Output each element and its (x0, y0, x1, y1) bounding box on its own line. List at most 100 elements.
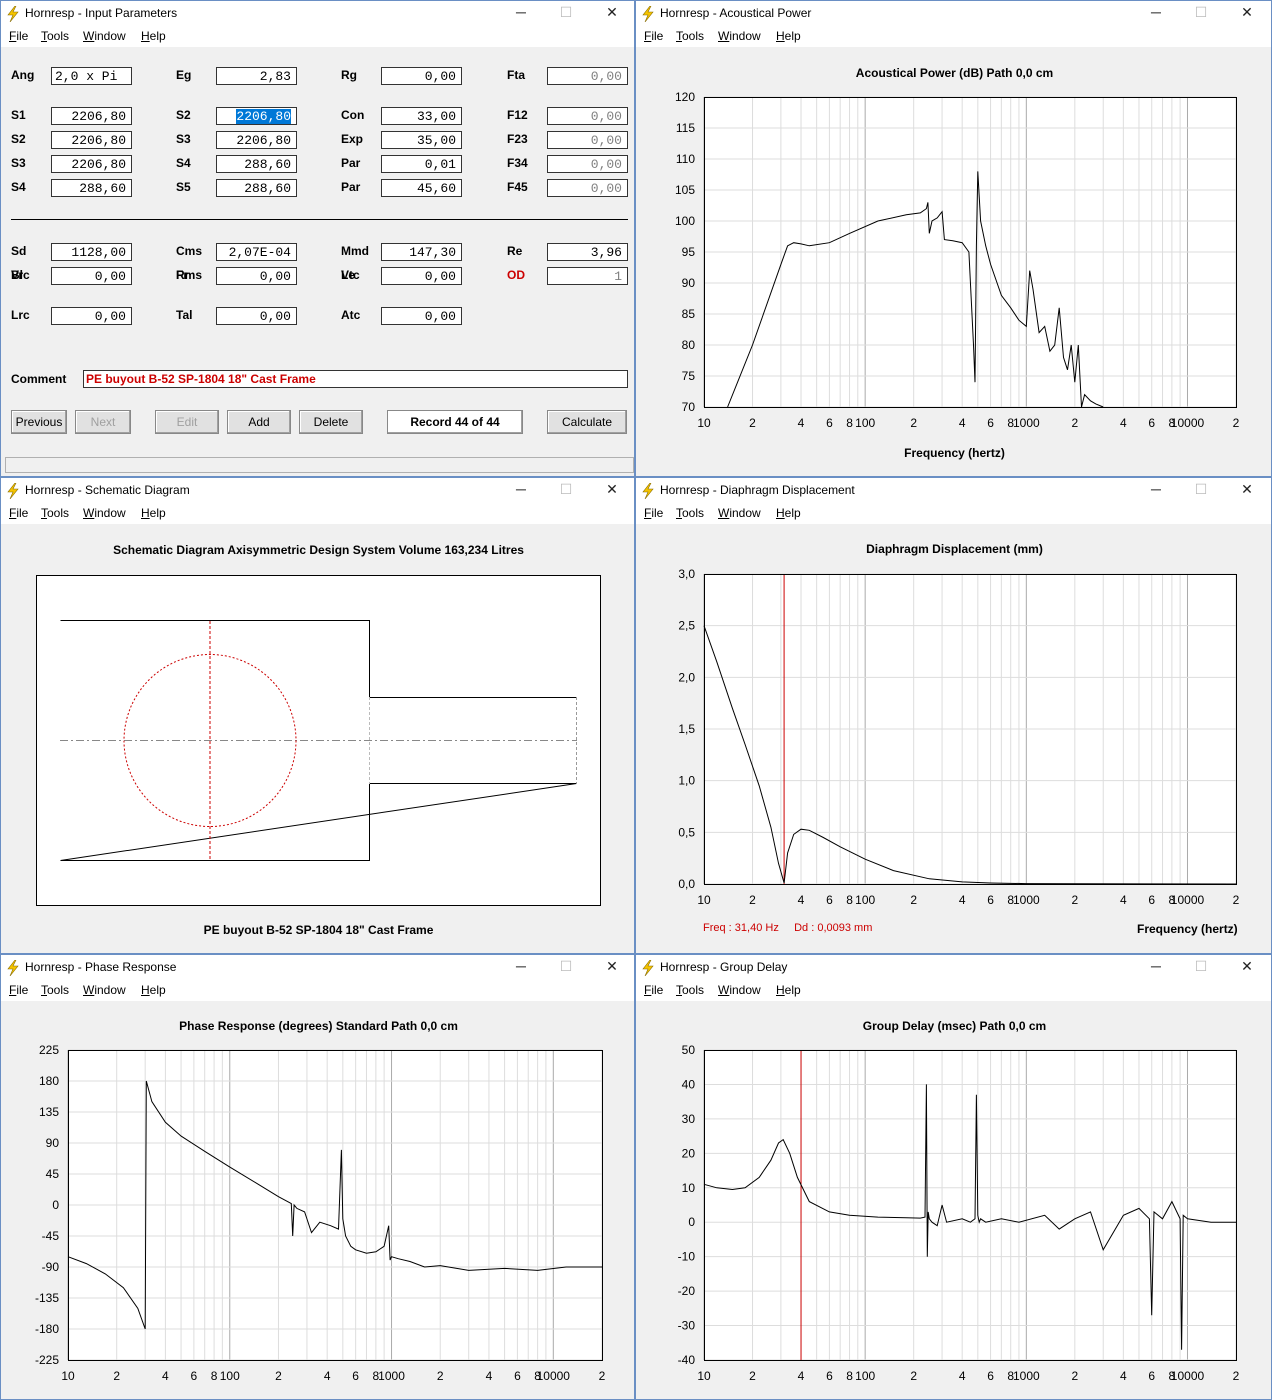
minimize-button[interactable]: ─ (516, 4, 526, 20)
maximize-button[interactable]: ☐ (1194, 4, 1208, 20)
param-field[interactable]: 2206,80 (51, 107, 132, 125)
x-tick-label: 10 (61, 1369, 75, 1383)
param-field[interactable]: 0,00 (216, 307, 297, 325)
param-field[interactable]: 0,00 (381, 67, 462, 85)
param-field[interactable]: 147,30 (381, 243, 462, 261)
menu-file[interactable]: File (644, 506, 664, 520)
param-field[interactable]: 2206,80 (51, 131, 132, 149)
title-bar[interactable]: Hornresp - Input Parameters ─ ☐ ✕ (1, 1, 634, 27)
next-button[interactable]: Next (75, 410, 131, 434)
y-tick-label: -225 (35, 1353, 59, 1367)
window-title: Hornresp - Input Parameters (25, 6, 178, 20)
menu-help[interactable]: Help (141, 506, 166, 520)
menu-tools[interactable]: Tools (41, 983, 70, 997)
menu-window[interactable]: Window (83, 506, 126, 520)
param-field[interactable]: 0,00 (547, 107, 628, 125)
menu-file[interactable]: File (9, 29, 29, 43)
acoustical-power-window[interactable]: Hornresp - Acoustical Power ─ ☐ ✕ File T… (635, 0, 1272, 477)
menu-window[interactable]: Window (718, 983, 761, 997)
title-bar[interactable]: Hornresp - Phase Response ─ ☐ ✕ (1, 955, 634, 981)
x-tick-label: 2 (1233, 416, 1240, 430)
previous-button[interactable]: Previous (11, 410, 67, 434)
close-button[interactable]: ✕ (1241, 4, 1253, 20)
close-button[interactable]: ✕ (606, 4, 618, 20)
param-field[interactable]: 0,00 (216, 267, 297, 285)
menu-help[interactable]: Help (776, 29, 801, 43)
param-field[interactable]: 288,60 (216, 179, 297, 197)
menu-tools[interactable]: Tools (41, 29, 70, 43)
close-button[interactable]: ✕ (1241, 958, 1253, 974)
maximize-button[interactable]: ☐ (559, 481, 573, 497)
param-field[interactable]: 35,00 (381, 131, 462, 149)
param-field[interactable]: 0,00 (381, 267, 462, 285)
param-field[interactable]: 0,00 (547, 179, 628, 197)
param-field[interactable]: 0,00 (51, 307, 132, 325)
minimize-button[interactable]: ─ (1151, 958, 1161, 974)
schematic-window[interactable]: Hornresp - Schematic Diagram ─ ☐ ✕ File … (0, 477, 635, 954)
close-button[interactable]: ✕ (1241, 481, 1253, 497)
menu-help[interactable]: Help (141, 29, 166, 43)
menu-help[interactable]: Help (776, 983, 801, 997)
param-field[interactable]: 0,00 (381, 307, 462, 325)
param-field[interactable]: 0,01 (381, 155, 462, 173)
param-field[interactable]: 1 (547, 267, 628, 285)
title-bar[interactable]: Hornresp - Diaphragm Displacement ─ ☐ ✕ (636, 478, 1271, 504)
param-field[interactable]: 2,0 x Pi (51, 67, 132, 85)
menu-file[interactable]: File (644, 983, 664, 997)
group-delay-window[interactable]: Hornresp - Group Delay ─ ☐ ✕ File Tools … (635, 954, 1272, 1400)
minimize-button[interactable]: ─ (516, 481, 526, 497)
minimize-button[interactable]: ─ (1151, 481, 1161, 497)
param-field[interactable]: 1128,00 (51, 243, 132, 261)
param-field[interactable]: 2,07E-04 (216, 243, 297, 261)
title-bar[interactable]: Hornresp - Acoustical Power ─ ☐ ✕ (636, 1, 1271, 27)
param-field[interactable]: 0,00 (547, 131, 628, 149)
menu-tools[interactable]: Tools (676, 29, 705, 43)
menu-tools[interactable]: Tools (41, 506, 70, 520)
maximize-button[interactable]: ☐ (559, 4, 573, 20)
param-field[interactable]: 288,60 (216, 155, 297, 173)
param-field[interactable]: 0,00 (547, 155, 628, 173)
comment-field[interactable]: PE buyout B-52 SP-1804 18" Cast Frame (83, 370, 628, 388)
phase-response-window[interactable]: Hornresp - Phase Response ─ ☐ ✕ File Too… (0, 954, 635, 1400)
x-tick-label: 8 (1007, 1369, 1014, 1383)
param-field[interactable]: 2,83 (216, 67, 297, 85)
menu-file[interactable]: File (9, 506, 29, 520)
title-bar[interactable]: Hornresp - Schematic Diagram ─ ☐ ✕ (1, 478, 634, 504)
param-field[interactable]: 0,00 (547, 67, 628, 85)
menu-help[interactable]: Help (776, 506, 801, 520)
diaphragm-displacement-window[interactable]: Hornresp - Diaphragm Displacement ─ ☐ ✕ … (635, 477, 1272, 954)
param-field[interactable]: 33,00 (381, 107, 462, 125)
menu-help[interactable]: Help (141, 983, 166, 997)
maximize-button[interactable]: ☐ (1194, 481, 1208, 497)
edit-button[interactable]: Edit (155, 410, 219, 434)
menu-window[interactable]: Window (718, 29, 761, 43)
menu-window[interactable]: Window (718, 506, 761, 520)
param-field[interactable]: 3,96 (547, 243, 628, 261)
menu-file[interactable]: File (9, 983, 29, 997)
param-field[interactable]: 288,60 (51, 179, 132, 197)
close-button[interactable]: ✕ (606, 958, 618, 974)
menu-tools[interactable]: Tools (676, 983, 705, 997)
param-field[interactable]: 0,00 (51, 267, 132, 285)
title-bar[interactable]: Hornresp - Group Delay ─ ☐ ✕ (636, 955, 1271, 981)
menu-file[interactable]: File (644, 29, 664, 43)
calculate-button[interactable]: Calculate (547, 410, 627, 434)
x-tick-label: 10000 (1171, 893, 1205, 907)
param-field[interactable]: 2206,80 (216, 131, 297, 149)
y-tick-label: 10 (682, 1181, 696, 1195)
param-field[interactable]: 2206,80 (51, 155, 132, 173)
param-field[interactable]: 45,60 (381, 179, 462, 197)
y-tick-label: -10 (678, 1250, 696, 1264)
menu-window[interactable]: Window (83, 983, 126, 997)
maximize-button[interactable]: ☐ (1194, 958, 1208, 974)
param-field[interactable]: 2206,80 (216, 107, 297, 125)
add-button[interactable]: Add (227, 410, 291, 434)
close-button[interactable]: ✕ (606, 481, 618, 497)
delete-button[interactable]: Delete (299, 410, 363, 434)
menu-window[interactable]: Window (83, 29, 126, 43)
menu-tools[interactable]: Tools (676, 506, 705, 520)
maximize-button[interactable]: ☐ (559, 958, 573, 974)
minimize-button[interactable]: ─ (516, 958, 526, 974)
input-parameters-window[interactable]: Hornresp - Input Parameters ─ ☐ ✕ File T… (0, 0, 635, 477)
minimize-button[interactable]: ─ (1151, 4, 1161, 20)
